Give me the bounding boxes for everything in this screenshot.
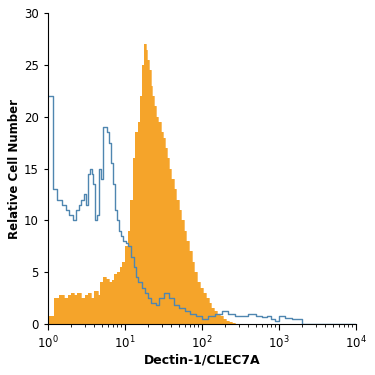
Y-axis label: Relative Cell Number: Relative Cell Number <box>8 99 21 238</box>
X-axis label: Dectin-1/CLEC7A: Dectin-1/CLEC7A <box>144 354 260 367</box>
